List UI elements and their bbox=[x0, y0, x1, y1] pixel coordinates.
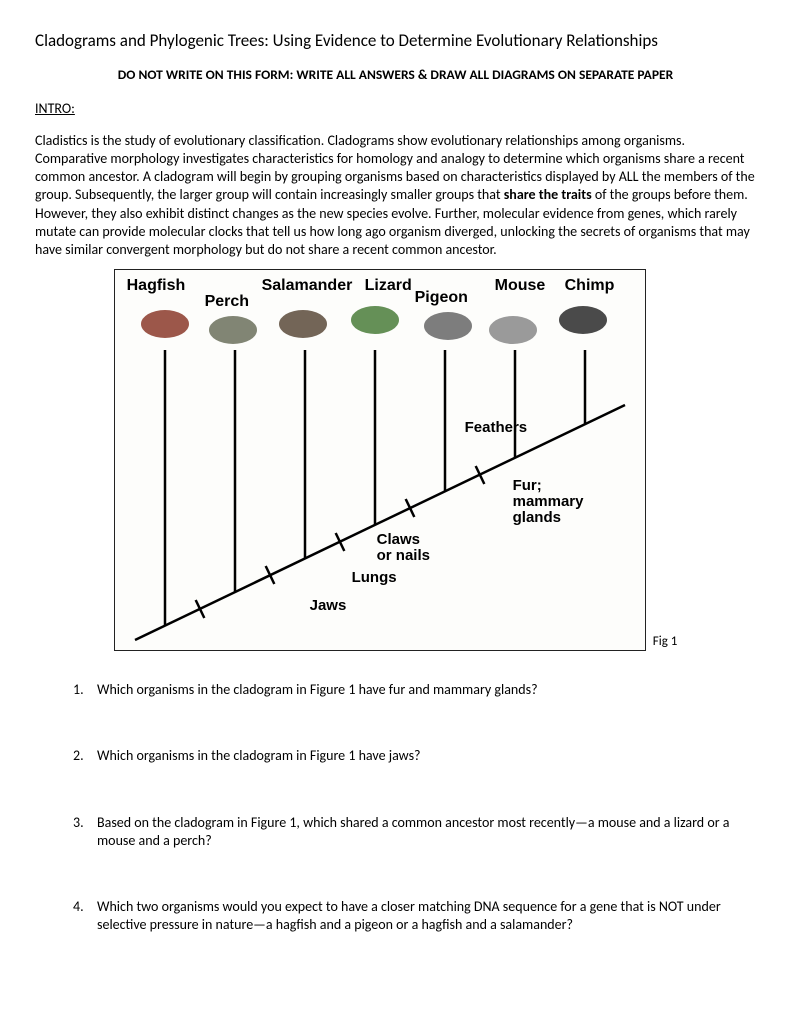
intro-label: INTRO: bbox=[35, 100, 756, 118]
question-text: Which organisms in the cladogram in Figu… bbox=[97, 681, 538, 699]
question-number: 4. bbox=[73, 898, 97, 934]
question-item: 3.Based on the cladogram in Figure 1, wh… bbox=[73, 814, 756, 850]
organism-label-lizard: Lizard bbox=[365, 276, 412, 297]
organism-label-perch: Perch bbox=[205, 292, 249, 313]
mouse-icon bbox=[489, 316, 537, 344]
question-item: 1.Which organisms in the cladogram in Fi… bbox=[73, 681, 756, 699]
trait-label: Feathers bbox=[465, 420, 528, 436]
trait-label: Claws or nails bbox=[377, 532, 430, 564]
intro-bold: share the traits bbox=[504, 186, 592, 203]
question-number: 2. bbox=[73, 747, 97, 765]
question-text: Which two organisms would you expect to … bbox=[97, 898, 756, 934]
organism-label-mouse: Mouse bbox=[495, 276, 546, 297]
question-number: 1. bbox=[73, 681, 97, 699]
figure-caption: Fig 1 bbox=[653, 634, 678, 651]
organism-label-hagfish: Hagfish bbox=[127, 276, 186, 297]
cladogram-figure: Hagfish Perch Salamander LizardPigeon Mouse C… bbox=[114, 269, 646, 651]
trait-label: Lungs bbox=[352, 570, 397, 586]
trait-label: Fur; mammary glands bbox=[513, 478, 584, 525]
organism-label-salamander: Salamander bbox=[262, 276, 353, 297]
pigeon-icon bbox=[424, 312, 472, 340]
lizard-icon bbox=[351, 306, 399, 334]
question-item: 2.Which organisms in the cladogram in Fi… bbox=[73, 747, 756, 765]
questions-list: 1.Which organisms in the cladogram in Fi… bbox=[73, 681, 756, 934]
cladogram-lines bbox=[115, 270, 645, 650]
question-text: Based on the cladogram in Figure 1, whic… bbox=[97, 814, 756, 850]
warning-line: DO NOT WRITE ON THIS FORM: WRITE ALL ANS… bbox=[35, 66, 756, 84]
chimp-icon bbox=[559, 306, 607, 334]
trait-label: Jaws bbox=[310, 598, 347, 614]
organism-label-pigeon: Pigeon bbox=[415, 288, 468, 309]
hagfish-icon bbox=[141, 310, 189, 338]
perch-icon bbox=[209, 316, 257, 344]
salamander-icon bbox=[279, 310, 327, 338]
question-number: 3. bbox=[73, 814, 97, 850]
figure-wrapper: Hagfish Perch Salamander LizardPigeon Mouse C… bbox=[35, 269, 756, 651]
question-item: 4.Which two organisms would you expect t… bbox=[73, 898, 756, 934]
page-title: Cladograms and Phylogenic Trees: Using E… bbox=[35, 30, 756, 52]
question-text: Which organisms in the cladogram in Figu… bbox=[97, 747, 421, 765]
intro-paragraph: Cladistics is the study of evolutionary … bbox=[35, 132, 756, 259]
organism-label-chimp: Chimp bbox=[565, 276, 615, 297]
